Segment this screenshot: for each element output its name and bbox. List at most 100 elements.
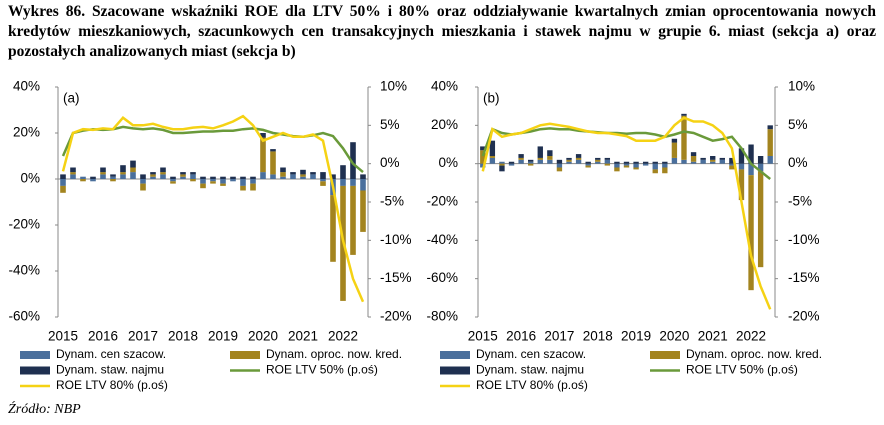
legend-label: ROE LTV 50% (p.oś) [266,363,378,377]
y-tick-label: 20% [431,117,458,132]
bar [190,174,196,179]
bar [140,174,146,179]
bar [652,161,658,164]
bar [700,159,706,164]
bar [633,161,639,164]
bar [160,172,166,175]
bar [110,176,116,179]
y2-tick-label: 0% [380,155,400,170]
bar [350,179,356,186]
bar [575,157,582,160]
bar [360,174,366,179]
legend-label: ROE LTV 50% (p.oś) [686,363,798,377]
line [61,114,365,303]
bar [604,159,611,164]
bar [729,157,735,164]
bar [595,157,601,160]
bar [170,181,176,184]
bar [320,172,326,179]
bar [738,163,745,170]
legend-label: Dynam. oproc. now. kred. [266,347,402,361]
bar [585,163,591,166]
y-tick-label: -40% [426,232,458,247]
bar [180,172,186,175]
source: Źródło: NBP [8,402,81,417]
bar [170,176,176,179]
y-tick-label: -60% [426,270,458,285]
y-tick-label: 40% [13,79,40,94]
bar [748,175,754,291]
bar [190,172,196,175]
bar [767,129,773,156]
bar [280,172,286,177]
y2-tick-label: 0% [788,155,808,170]
bar [310,172,316,175]
bar [671,157,678,164]
bar [489,157,496,164]
bar [547,156,553,160]
bar [230,176,236,179]
bar [652,163,658,170]
bar [250,183,256,191]
bar [250,176,256,179]
x-tick-label: 2015 [468,329,498,344]
bar [662,167,668,174]
bar [528,161,534,164]
bar [671,142,678,158]
x-tick-label: 2021 [288,329,318,344]
bar [240,185,246,191]
bar [200,183,206,189]
bar [270,151,276,175]
panel-label: (a) [63,91,80,106]
x-tick-label: 2022 [328,329,358,344]
bar [210,181,216,184]
y-tick-label: 0% [20,171,40,186]
y-tick-label: -60% [8,309,40,324]
bar [130,167,136,173]
bar [100,172,106,175]
bar [220,183,226,186]
bar [690,161,697,164]
legend-label: Dynam. oproc. now. kred. [686,347,822,361]
legend-swatch [230,351,260,359]
bar [537,159,543,164]
y2-tick-label: 5% [788,117,808,132]
bar [499,165,505,172]
y2-tick-label: -10% [788,232,820,247]
bar [60,179,66,186]
bar [280,176,286,179]
bar [220,179,226,184]
panel-label: (b) [483,91,500,106]
y-tick-label: 0% [438,155,458,170]
bar [757,171,764,268]
bar [595,161,601,164]
x-tick-label: 2020 [659,329,689,344]
legend-swatch [440,366,470,375]
bar [556,163,563,168]
x-tick-label: 2020 [248,329,278,344]
x-tick-label: 2016 [506,329,536,344]
bar [767,156,773,164]
legend-swatch [440,351,470,359]
bar [340,179,346,186]
bar [642,163,649,166]
bar [757,156,764,164]
bar [260,137,266,173]
bar [250,179,256,184]
bar [60,174,66,179]
bar [290,174,296,179]
bar [642,161,649,164]
bar [575,154,582,158]
bar [508,163,515,166]
bar [80,179,86,182]
bar [330,174,336,179]
y2-tick-label: 10% [788,79,815,94]
bar [190,179,196,182]
bar [330,195,336,262]
y-tick-label: -80% [426,309,458,324]
bar [100,167,106,173]
bar [614,167,620,172]
x-tick-label: 2019 [208,329,238,344]
bar [310,174,316,179]
